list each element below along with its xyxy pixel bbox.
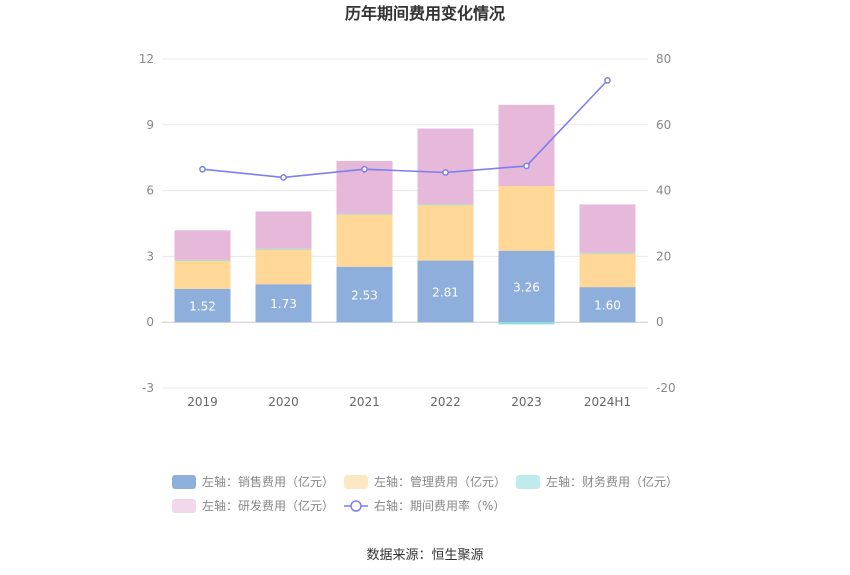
legend-item[interactable]: 左轴：管理费用（亿元） [344,474,506,489]
legend-label: 左轴：研发费用（亿元） [202,498,334,513]
right-tick-label: 20 [656,249,671,263]
x-tick-label: 2019 [187,395,218,409]
x-tick-label: 2020 [268,395,299,409]
rate-point [361,165,368,173]
bar-segment [579,252,636,254]
source-text: 数据来源：恒生聚源 [366,548,483,563]
bar-data-label: 3.26 [513,280,540,294]
legend-item[interactable]: 左轴：销售费用（亿元） [172,474,334,489]
rate-point [442,169,449,176]
bar-data-label: 2.81 [432,285,459,299]
bar-data-label: 1.60 [594,299,621,313]
x-tick-label: 2022 [430,395,461,409]
legend-swatch [516,475,540,489]
legend-label: 右轴：期间费用率（%） [374,498,505,513]
bar-segment [255,248,312,250]
legend-swatch [172,499,196,513]
chart-title: 历年期间费用变化情况 [345,4,505,23]
legend-swatch [172,475,196,489]
bar-data-label: 1.73 [270,297,297,311]
legend[interactable]: 左轴：销售费用（亿元） 左轴：管理费用（亿元） 左轴：财务费用（亿元） 左轴：研发费用… [172,474,678,513]
right-tick-label: 0 [656,315,664,329]
right-tick-label: 60 [656,118,671,132]
right-axis: 80 60 40 20 0 -20 [656,52,676,395]
bar-segment [174,260,231,289]
right-tick-label: 40 [656,184,671,198]
bar-segment [498,185,555,251]
bars: 1.52 1.73 2.53 2.81 3.26 1.60 [174,104,636,325]
bar-segment [417,260,474,323]
x-tick-label: 2023 [511,395,542,409]
bar-segment [255,211,312,249]
grid [162,58,648,389]
bar-segment [336,214,393,267]
left-tick-label: 12 [139,52,154,66]
rate-point [523,162,530,170]
left-axis: 12 9 6 3 0 -3 [139,52,154,395]
bar-segment [498,250,555,323]
legend-label: 左轴：财务费用（亿元） [546,474,678,489]
rate-point [604,77,611,84]
legend-item[interactable]: 右轴：期间费用率（%） [344,498,505,513]
bar-segment [417,204,474,261]
bar-data-label: 1.52 [189,300,216,314]
bar-segment [174,259,231,261]
bar-data-label: 2.53 [351,288,378,302]
bar-segment [336,213,393,215]
bar-segment [579,287,636,323]
bar-segment [498,322,555,325]
legend-marker [350,500,362,512]
bar-segment [255,284,312,323]
x-tick-label: 2021 [349,395,380,409]
rate-line [199,77,611,181]
left-tick-label: 6 [146,184,154,198]
bar-segment [336,266,393,323]
rate-point [280,174,287,181]
bar-segment [579,253,636,288]
bar-segment [417,204,474,205]
rate-point [199,165,206,173]
left-tick-label: 9 [146,118,154,132]
right-tick-label: -20 [656,381,676,395]
legend-swatch [344,475,368,489]
bar-segment [255,249,312,285]
legend-label: 左轴：销售费用（亿元） [202,474,334,489]
left-tick-label: 3 [146,249,154,263]
bar-segment [417,128,474,205]
bar-segment [174,230,231,260]
rate-line-path [202,79,609,179]
right-tick-label: 80 [656,52,671,66]
left-tick-label: -3 [142,381,154,395]
bar-segment [579,204,636,253]
legend-item[interactable]: 左轴：财务费用（亿元） [516,474,678,489]
left-tick-label: 0 [146,315,154,329]
legend-label: 左轴：管理费用（亿元） [374,474,506,489]
bar-segment [174,288,231,323]
legend-item[interactable]: 左轴：研发费用（亿元） [172,498,334,513]
x-axis: 2019 2020 2021 2022 2023 2024H1 [187,395,631,409]
x-tick-label: 2024H1 [584,395,631,409]
